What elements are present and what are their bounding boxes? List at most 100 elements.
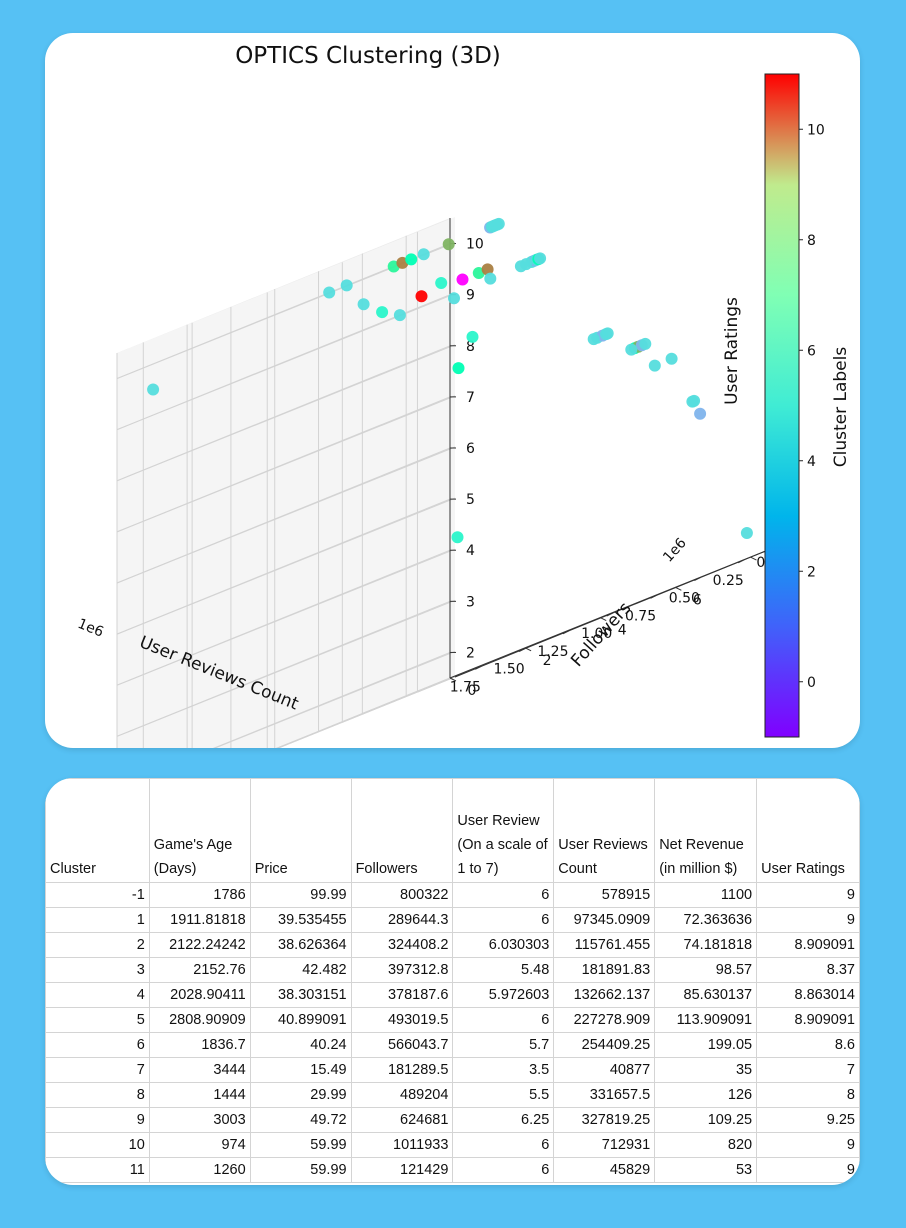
table-cell: 6 [452,882,555,908]
table-cell: 5.7 [452,1032,555,1058]
table-cell: 181891.83 [553,957,656,983]
table-cell: 115761.455 [553,932,656,958]
header-user-review: User Review (On a scale of 1 to 7) [452,778,555,883]
x-tick-mark [694,577,701,581]
z-tick-label: 7 [466,390,475,406]
grid-line [116,497,456,635]
table-cell: 35 [654,1057,758,1083]
x-tick-label: 1.75 [450,679,481,695]
scatter-point [147,383,160,396]
z-tick-label: 9 [466,288,475,304]
y-tick-mark [449,677,457,682]
table-cell: 53 [654,1157,758,1183]
table-cell: 1260 [148,1157,251,1183]
scatter-point [587,333,600,346]
y-tick-label: 0 [468,683,477,699]
scatter-point [357,298,370,311]
table-cell: 109.25 [654,1107,758,1133]
table-cell: 40.24 [249,1032,352,1058]
grid-line [213,650,456,748]
x-tick-label: 1.00 [581,626,612,642]
table-row: 7 3444 15.49 181289.5 3.5 40877 35 7 [45,1057,860,1083]
scatter-point [466,330,479,343]
z-tick-label: 4 [466,543,475,559]
scatter-point [442,238,455,251]
header-net-revenue: Net Revenue (in million $) [654,778,758,883]
x-tick-mark [518,648,526,653]
scatter-point [740,527,753,539]
table-cell: 40877 [553,1057,656,1083]
table-cell: 8.909091 [756,1007,860,1033]
scatter-point [452,362,465,375]
table-cell: 9 [756,1132,860,1158]
table-cell: 578915 [553,882,656,908]
chart-title: OPTICS Clustering (3D) [235,43,501,69]
scatter-point [694,407,707,420]
colorbar: 0 2 4 6 8 10 Cluster Labels [764,73,851,738]
table-cell: 9.25 [756,1107,860,1133]
y-tick-mark [524,647,532,652]
chart-card: OPTICS Clustering (3D) 0.000.250.500.751… [45,33,860,748]
table-cell: 59.99 [249,1132,352,1158]
table-cell: 1100 [654,882,758,908]
table-cell: 6 [452,1007,555,1033]
table-card: Cluster Game's Age (Days) Price Follower… [45,778,860,1185]
side-pane [117,217,455,748]
scatter-points [147,217,753,544]
table-cell: 29.99 [249,1082,352,1108]
x-tick-mark [650,594,657,599]
table-cell: 820 [654,1132,758,1158]
x-offset-label: 1e6 [75,616,106,641]
table-cell: 566043.7 [350,1032,454,1058]
table-cell: 254409.25 [553,1032,656,1058]
y-tick-label: 6 [693,592,702,608]
table-cell: 9 [756,882,860,908]
x-tick-mark [562,630,570,635]
colorbar-gradient [764,73,800,738]
table-row: -1 1786 99.99 800322 6 578915 1100 9 [45,882,860,908]
x-tick-mark [475,665,482,670]
table-row: 8 1444 29.99 489204 5.5 331657.5 126 8 [45,1082,860,1108]
table-cell: 121429 [350,1157,454,1183]
table-cell: 2 [45,932,150,958]
table-header-row: Cluster Game's Age (Days) Price Follower… [45,778,860,883]
table-cell: 98.57 [654,957,758,983]
scatter-point [625,343,638,356]
table-cell: 5.5 [452,1082,555,1108]
colorbar-ticks: 0 2 4 6 8 10 [799,122,825,691]
z-tick-label: 5 [466,492,475,508]
table-cell: 6.030303 [452,932,555,958]
table-cell: 6 [452,1157,555,1183]
colorbar-tick-label: 2 [807,564,816,580]
grid-line [116,344,456,482]
scatter-point [639,337,652,350]
optics-3d-scatter-chart: OPTICS Clustering (3D) 0.000.250.500.751… [75,43,851,748]
table-cell: 3 [45,957,150,983]
header-games-age: Game's Age (Days) [148,778,251,883]
header-user-ratings: User Ratings [756,778,860,883]
table-cell: 4 [45,982,150,1008]
table-cell: 3003 [148,1107,251,1133]
table-cell: 1836.7 [148,1032,251,1058]
colorbar-tick-label: 6 [807,343,816,359]
table-cell: 2808.90909 [148,1007,251,1033]
table-row: 3 2152.76 42.482 397312.8 5.48 181891.83 98.57… [45,957,860,983]
table-cell: 331657.5 [553,1082,656,1108]
cluster-summary-table: Cluster Game's Age (Days) Price Follower… [45,778,860,1183]
grid-line [116,548,456,686]
x-tick-mark [606,612,613,617]
scatter-point [323,286,336,299]
table-cell: -1 [45,882,150,908]
colorbar-tick-label: 0 [807,675,816,691]
table-cell: 378187.6 [350,982,454,1008]
table-cell: 6.25 [452,1107,555,1133]
table-cell: 5 [45,1007,150,1033]
table-cell: 7 [756,1057,860,1083]
z-tick-label: 3 [466,594,475,610]
table-cell: 974 [148,1132,251,1158]
table-cell: 324408.2 [350,932,454,958]
table-cell: 113.909091 [654,1007,758,1033]
table-cell: 800322 [350,882,454,908]
scatter-point [340,279,353,292]
table-cell: 397312.8 [350,957,454,983]
